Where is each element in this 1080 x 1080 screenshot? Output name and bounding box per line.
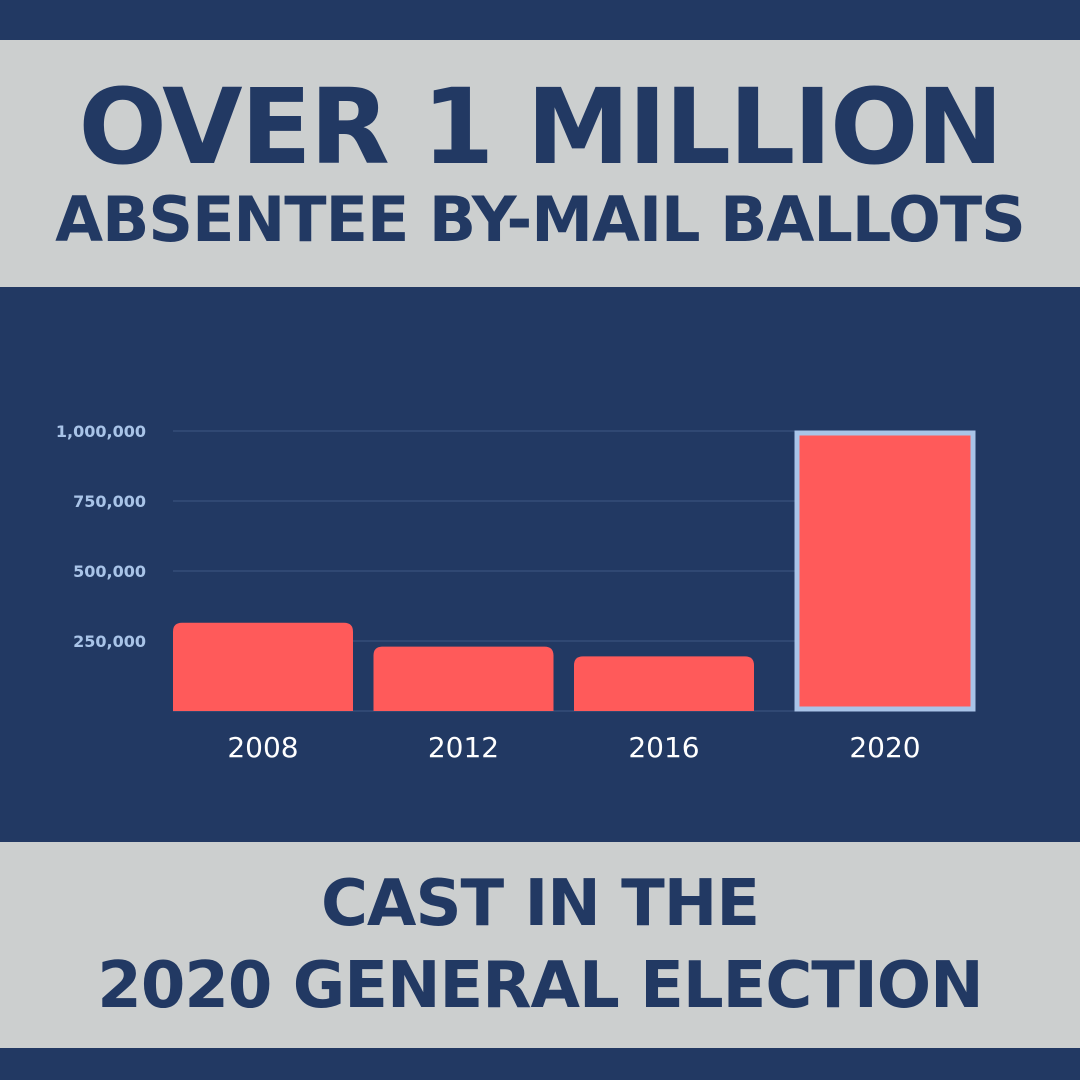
bar-2008 <box>173 622 353 711</box>
x-category-label: 2008 <box>227 731 298 764</box>
y-tick-label: 250,000 <box>73 632 146 651</box>
bar-2016 <box>574 656 754 711</box>
x-category-label: 2016 <box>628 731 699 764</box>
x-category-label: 2012 <box>428 731 499 764</box>
header-banner: OVER 1 MILLION ABSENTEE BY-MAIL BALLOTS <box>0 40 1080 287</box>
bar-2020 <box>794 430 976 712</box>
headline-sub: ABSENTEE BY-MAIL BALLOTS <box>55 182 1026 256</box>
y-axis-ticks: 250,000 500,000 750,000 1,000,000 <box>56 422 146 651</box>
y-tick-label: 1,000,000 <box>56 422 146 441</box>
footer-banner: CAST IN THE 2020 GENERAL ELECTION <box>0 842 1080 1048</box>
footer-line-2: 2020 GENERAL ELECTION <box>97 949 983 1023</box>
x-category-label: 2020 <box>849 731 920 764</box>
bars <box>173 430 976 712</box>
y-tick-label: 750,000 <box>73 492 146 511</box>
bar-2012 <box>373 646 554 711</box>
footer-line-1: CAST IN THE <box>320 867 760 941</box>
x-axis-categories: 2008 2012 2016 2020 <box>227 731 920 764</box>
y-tick-label: 500,000 <box>73 562 146 581</box>
headline-main: OVER 1 MILLION <box>78 65 1004 188</box>
